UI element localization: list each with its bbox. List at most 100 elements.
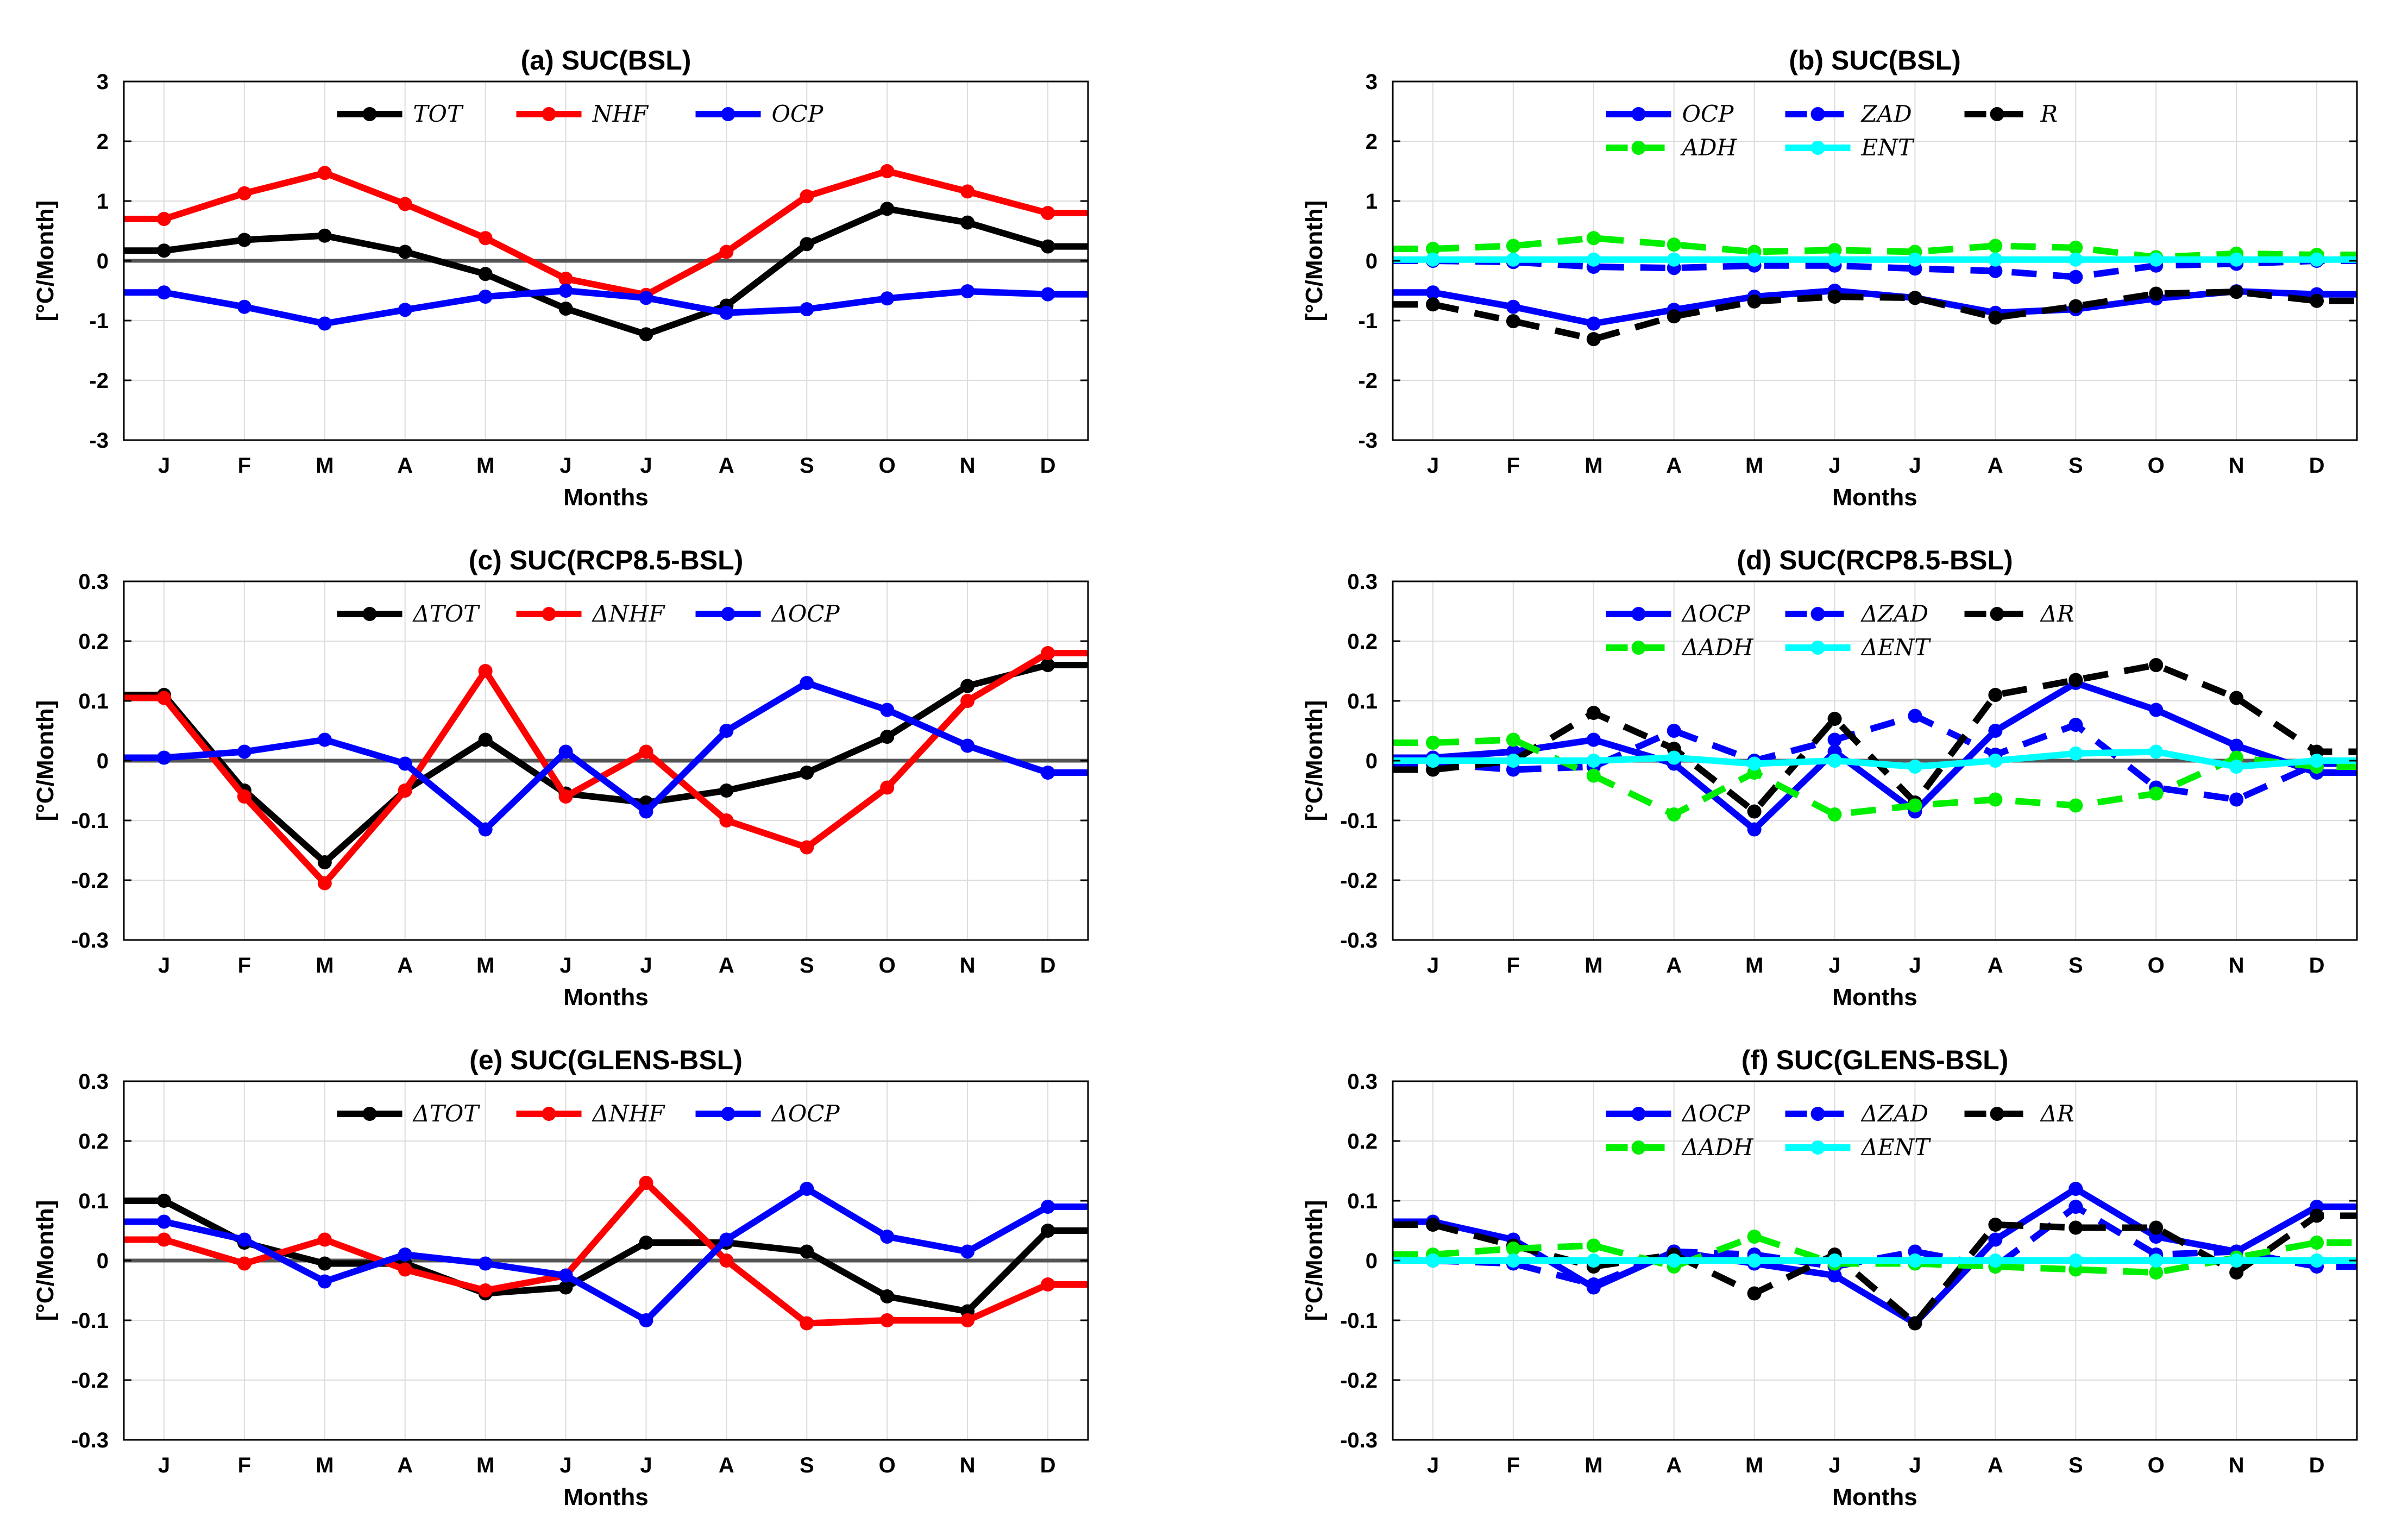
data-point-ΔNHF-2	[317, 1232, 332, 1247]
x-tick-label: N	[2229, 1453, 2244, 1477]
legend-entry-ZAD: ZAD	[1785, 101, 1912, 127]
x-axis-label: Months	[1832, 984, 1917, 1011]
data-point-ΔENT-1	[1506, 754, 1520, 768]
y-tick-label: -0.1	[1340, 1309, 1378, 1333]
legend-label: ΔOCP	[771, 600, 840, 627]
legend-marker	[1631, 1140, 1646, 1155]
y-tick-label: 0.3	[78, 1070, 109, 1094]
data-point-ΔOCP-4	[478, 1256, 493, 1271]
data-point-R-0	[1425, 297, 1440, 312]
legend-label: ΔADH	[1681, 1134, 1754, 1161]
y-tick-label: -0.2	[71, 869, 109, 893]
y-tick-label: 0.3	[1347, 1070, 1378, 1094]
data-point-TOT-10	[960, 215, 975, 230]
legend-entry-ΔOCP: ΔOCP	[1606, 600, 1750, 627]
data-point-ΔOCP-2	[1586, 732, 1601, 747]
y-tick-label: 0	[1366, 749, 1378, 773]
data-point-ΔENT-11	[2310, 1253, 2324, 1268]
data-point-ΔR-4	[1747, 1286, 1762, 1301]
legend-marker	[362, 107, 377, 121]
data-point-ΔOCP-4	[478, 822, 493, 837]
y-axis-label: [°C/Month]	[32, 1200, 59, 1321]
data-point-ΔENT-4	[1747, 1253, 1762, 1268]
data-point-ΔNHF-1	[237, 789, 252, 804]
legend-marker	[542, 1107, 556, 1121]
data-point-ENT-5	[1827, 252, 1842, 267]
data-point-ΔENT-1	[1506, 1253, 1520, 1268]
x-tick-label: J	[1828, 1453, 1840, 1477]
data-point-TOT-2	[317, 228, 332, 243]
data-point-NHF-1	[237, 186, 252, 200]
legend-label: OCP	[772, 101, 824, 127]
data-point-ΔADH-1	[1506, 1242, 1520, 1256]
y-tick-label: 3	[1366, 70, 1378, 94]
x-tick-label: S	[2069, 454, 2083, 478]
y-tick-label: -0.1	[71, 809, 109, 833]
x-tick-label: J	[559, 454, 571, 478]
y-tick-label: 0	[97, 1249, 109, 1273]
data-point-ENT-8	[2069, 252, 2083, 267]
legend-entry-ΔADH: ΔADH	[1606, 634, 1754, 661]
legend-label: ZAD	[1860, 101, 1912, 127]
data-point-ZAD-8	[2069, 269, 2083, 284]
data-point-ΔADH-5	[1827, 807, 1842, 822]
data-point-ΔOCP-8	[2069, 1182, 2083, 1196]
data-point-R-4	[1747, 294, 1762, 309]
data-point-ΔR-9	[2149, 1220, 2164, 1235]
legend: ΔTOT ΔNHF ΔOCP	[337, 1100, 840, 1127]
data-point-ΔADH-3	[1667, 807, 1681, 822]
legend-label: ΔR	[2040, 1100, 2074, 1127]
y-tick-label: 0	[97, 249, 109, 273]
data-point-ΔENT-7	[1988, 754, 2003, 768]
legend-marker	[362, 607, 377, 621]
x-tick-label: D	[2309, 1453, 2325, 1477]
data-point-ΔENT-7	[1988, 1253, 2003, 1268]
data-point-ΔR-10	[2229, 691, 2244, 705]
panel-d: -0.3 -0.2 -0.1 0 0.1 0.2 0.3 J F M A M J J A S O N D Months…	[1301, 545, 2358, 1011]
y-tick-label: -0.3	[1340, 1428, 1378, 1452]
series-line-TOT	[124, 205, 1088, 338]
series-R	[1393, 285, 2357, 347]
data-point-NHF-9	[880, 164, 895, 178]
data-point-NHF-4	[478, 231, 493, 246]
data-point-TOT-0	[156, 243, 171, 258]
legend-marker	[1990, 1107, 2004, 1121]
data-point-ΔOCP-5	[558, 744, 573, 759]
y-tick-label: 1	[1366, 190, 1378, 214]
x-tick-label: O	[2148, 1453, 2165, 1477]
x-tick-label: M	[476, 454, 494, 478]
x-tick-label: J	[640, 954, 652, 977]
data-point-OCP-1	[237, 299, 252, 314]
legend-label: OCP	[1682, 101, 1734, 127]
data-point-ΔNHF-11	[1041, 1277, 1055, 1292]
data-point-ΔZAD-8	[2069, 1200, 2083, 1214]
data-point-OCP-11	[1041, 287, 1055, 302]
legend-label: ΔR	[2040, 600, 2074, 627]
data-point-ENT-2	[1586, 252, 1601, 267]
data-point-ΔADH-2	[1586, 768, 1601, 783]
data-point-ΔENT-8	[2069, 1253, 2083, 1268]
y-axis-label: [°C/Month]	[32, 200, 59, 322]
y-tick-label: -0.2	[1340, 1369, 1378, 1393]
data-point-ΔADH-0	[1425, 736, 1440, 750]
data-point-OCP-6	[639, 291, 653, 305]
x-tick-label: M	[1585, 1453, 1602, 1477]
legend-label: ΔOCP	[771, 1100, 840, 1127]
data-point-ADH-8	[2069, 240, 2083, 255]
legend-entry-ΔR: ΔR	[1964, 600, 2074, 627]
x-tick-label: O	[879, 454, 896, 478]
x-tick-label: O	[2148, 454, 2165, 478]
data-point-ΔNHF-3	[398, 1262, 412, 1277]
x-tick-label: J	[1828, 454, 1840, 478]
x-tick-label: A	[397, 954, 413, 977]
x-tick-label: S	[2069, 1453, 2083, 1477]
data-point-ΔR-7	[1988, 688, 2003, 702]
x-tick-label: A	[1666, 1453, 1682, 1477]
data-point-ΔADH-2	[1586, 1238, 1601, 1253]
data-point-ΔR-8	[2069, 673, 2083, 687]
data-point-ΔR-7	[1988, 1218, 2003, 1232]
x-tick-label: A	[719, 454, 734, 478]
legend: TOT NHF OCP	[337, 101, 824, 127]
data-point-ENT-4	[1747, 252, 1762, 267]
x-axis-label: Months	[1832, 484, 1917, 511]
